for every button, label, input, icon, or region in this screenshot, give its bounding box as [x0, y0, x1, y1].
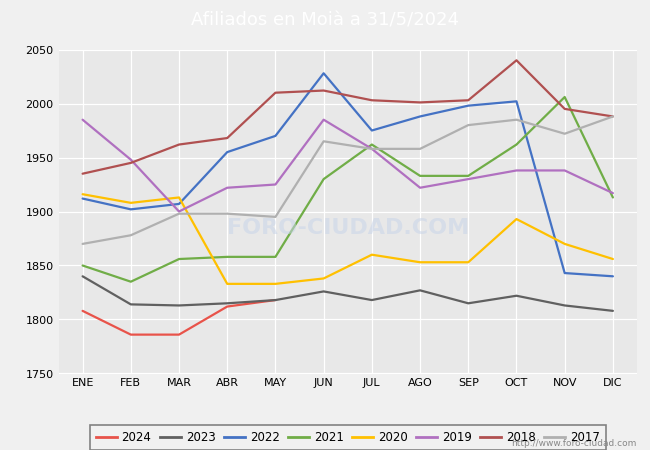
- Text: http://www.foro-ciudad.com: http://www.foro-ciudad.com: [512, 439, 637, 448]
- Text: FORO-CIUDAD.COM: FORO-CIUDAD.COM: [227, 218, 469, 238]
- Text: Afiliados en Moià a 31/5/2024: Afiliados en Moià a 31/5/2024: [191, 11, 459, 29]
- Legend: 2024, 2023, 2022, 2021, 2020, 2019, 2018, 2017: 2024, 2023, 2022, 2021, 2020, 2019, 2018…: [90, 425, 606, 450]
